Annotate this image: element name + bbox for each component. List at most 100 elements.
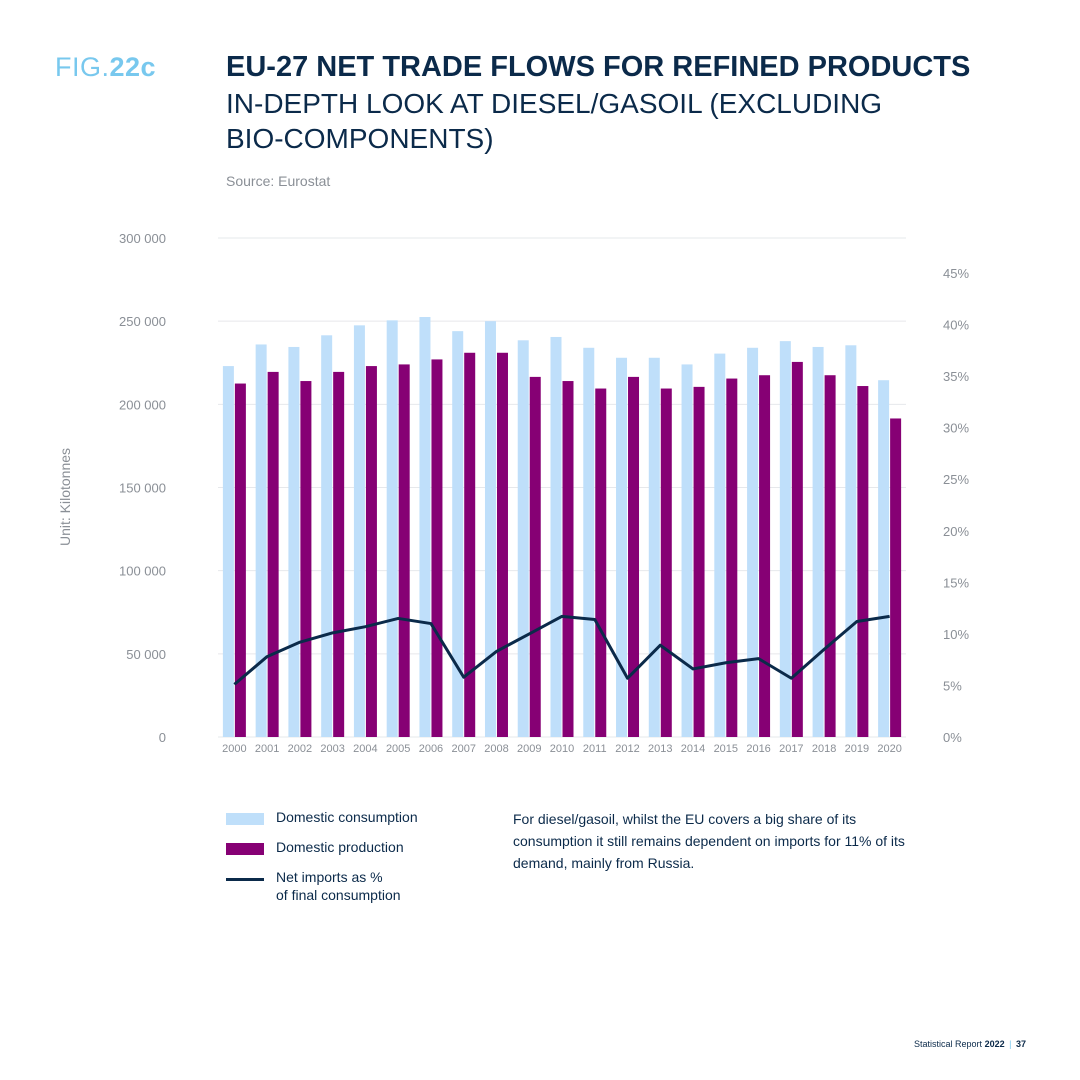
bar-domestic-consumption bbox=[583, 347, 595, 737]
chart-note: For diesel/gasoil, whilst the EU covers … bbox=[513, 811, 905, 871]
legend-label-net-imports: Net imports as % of final consumption bbox=[276, 868, 476, 904]
bar-domestic-production bbox=[300, 381, 312, 737]
legend: Domestic consumption Domestic production… bbox=[226, 808, 486, 908]
y-tick-label: 100 000 bbox=[119, 564, 166, 579]
x-tick-label: 2018 bbox=[812, 743, 836, 755]
x-tick-label: 2011 bbox=[583, 743, 607, 755]
figure-label: FIG.22c bbox=[55, 52, 156, 83]
bar-domestic-consumption bbox=[321, 335, 333, 737]
y-tick-label: 300 000 bbox=[119, 231, 166, 246]
bar-domestic-consumption bbox=[353, 325, 365, 737]
bar-domestic-production bbox=[464, 352, 476, 737]
y-axis-right-ticks: 0% 5% 10% 15% 20% 25% 30% 35% 40% 45% bbox=[943, 266, 969, 745]
footer-report: Statistical Report bbox=[914, 1039, 983, 1049]
bar-domestic-production bbox=[267, 371, 279, 737]
legend-label-net-imports-line2: of final consumption bbox=[276, 887, 401, 903]
bar-domestic-production bbox=[759, 375, 771, 737]
bar-domestic-production bbox=[693, 386, 705, 737]
bar-domestic-consumption bbox=[288, 346, 300, 737]
x-tick-label: 2012 bbox=[615, 743, 639, 755]
x-tick-label: 2000 bbox=[222, 743, 246, 755]
x-tick-label: 2020 bbox=[877, 743, 901, 755]
bar-domestic-production bbox=[890, 418, 902, 737]
bar-domestic-production bbox=[333, 371, 345, 737]
bar-domestic-consumption bbox=[747, 347, 759, 737]
figure-prefix: FIG. bbox=[55, 52, 110, 82]
bar-domestic-consumption bbox=[484, 321, 496, 737]
x-tick-label: 2013 bbox=[648, 743, 672, 755]
bar-domestic-production bbox=[234, 383, 246, 737]
bar-domestic-consumption bbox=[648, 357, 660, 737]
net-imports-line-layer bbox=[233, 614, 890, 686]
x-tick-label: 2005 bbox=[386, 743, 410, 755]
x-tick-label: 2008 bbox=[484, 743, 508, 755]
y2-tick-label: 45% bbox=[943, 266, 969, 281]
legend-label-production: Domestic production bbox=[276, 839, 404, 855]
legend-item-net-imports: Net imports as % of final consumption bbox=[226, 868, 486, 908]
bar-domestic-consumption bbox=[255, 344, 267, 737]
bar-domestic-production bbox=[726, 378, 738, 737]
bar-domestic-production bbox=[628, 376, 640, 737]
bar-domestic-production bbox=[365, 366, 377, 737]
figure-number: 22c bbox=[109, 52, 157, 82]
legend-swatch-consumption bbox=[226, 813, 264, 825]
legend-label-consumption: Domestic consumption bbox=[276, 809, 418, 825]
bar-domestic-consumption bbox=[878, 380, 890, 737]
bar-domestic-production bbox=[857, 386, 869, 737]
legend-item-production: Domestic production bbox=[226, 838, 486, 868]
bar-domestic-production bbox=[496, 352, 508, 737]
x-tick-label: 2001 bbox=[255, 743, 279, 755]
x-axis-ticks: 2000 2001 2002 2003 2004 2005 2006 2007 2008 2009… bbox=[222, 743, 902, 755]
bar-domestic-consumption bbox=[517, 340, 529, 737]
x-tick-label: 2004 bbox=[353, 743, 377, 755]
x-tick-label: 2003 bbox=[320, 743, 344, 755]
x-tick-label: 2006 bbox=[419, 743, 443, 755]
y2-tick-label: 5% bbox=[943, 678, 962, 693]
x-tick-label: 2017 bbox=[779, 743, 803, 755]
footer-year: 2022 bbox=[984, 1039, 1005, 1049]
source-note: Source: Eurostat bbox=[226, 173, 331, 189]
x-tick-label: 2015 bbox=[714, 743, 738, 755]
bar-domestic-production bbox=[431, 359, 443, 737]
net-imports-line bbox=[233, 614, 890, 686]
bar-domestic-production bbox=[562, 381, 574, 737]
bar-domestic-consumption bbox=[550, 336, 562, 737]
y-tick-label: 0 bbox=[159, 730, 166, 745]
y-tick-label: 200 000 bbox=[119, 397, 166, 412]
legend-swatch-net-imports bbox=[226, 878, 264, 881]
bar-domestic-production bbox=[595, 388, 607, 737]
x-tick-label: 2014 bbox=[681, 743, 705, 755]
bar-domestic-production bbox=[660, 388, 672, 737]
x-tick-label: 2010 bbox=[550, 743, 574, 755]
y2-tick-label: 10% bbox=[943, 627, 969, 642]
y-tick-label: 150 000 bbox=[119, 481, 166, 496]
chart-title: EU-27 NET TRADE FLOWS FOR REFINED PRODUC… bbox=[226, 51, 971, 83]
y2-tick-label: 25% bbox=[943, 472, 969, 487]
footer-page-number: 37 bbox=[1015, 1039, 1026, 1049]
y2-tick-label: 20% bbox=[943, 524, 969, 539]
x-tick-label: 2009 bbox=[517, 743, 541, 755]
bars bbox=[222, 317, 902, 737]
y2-tick-label: 15% bbox=[943, 575, 969, 590]
bar-domestic-production bbox=[824, 375, 836, 737]
bar-domestic-consumption bbox=[845, 345, 857, 737]
bar-domestic-consumption bbox=[452, 331, 464, 737]
bar-domestic-consumption bbox=[616, 357, 628, 737]
bar-domestic-consumption bbox=[714, 353, 726, 737]
y2-tick-label: 40% bbox=[943, 318, 969, 333]
x-tick-label: 2002 bbox=[288, 743, 312, 755]
x-tick-label: 2019 bbox=[845, 743, 869, 755]
y2-tick-label: 30% bbox=[943, 421, 969, 436]
x-tick-label: 2016 bbox=[746, 743, 770, 755]
gridlines bbox=[218, 237, 906, 738]
bar-domestic-consumption bbox=[812, 346, 824, 737]
legend-label-net-imports-line1: Net imports as % bbox=[276, 869, 383, 885]
y-axis-left-ticks: 0 50 000 100 000 150 000 200 000 250 000 300 0… bbox=[119, 231, 166, 745]
bar-domestic-consumption bbox=[222, 366, 234, 737]
y2-tick-label: 0% bbox=[943, 730, 962, 745]
bar-domestic-consumption bbox=[386, 320, 398, 737]
bar-domestic-production bbox=[791, 361, 803, 737]
bar-domestic-consumption bbox=[779, 341, 791, 737]
legend-swatch-production bbox=[226, 843, 264, 855]
